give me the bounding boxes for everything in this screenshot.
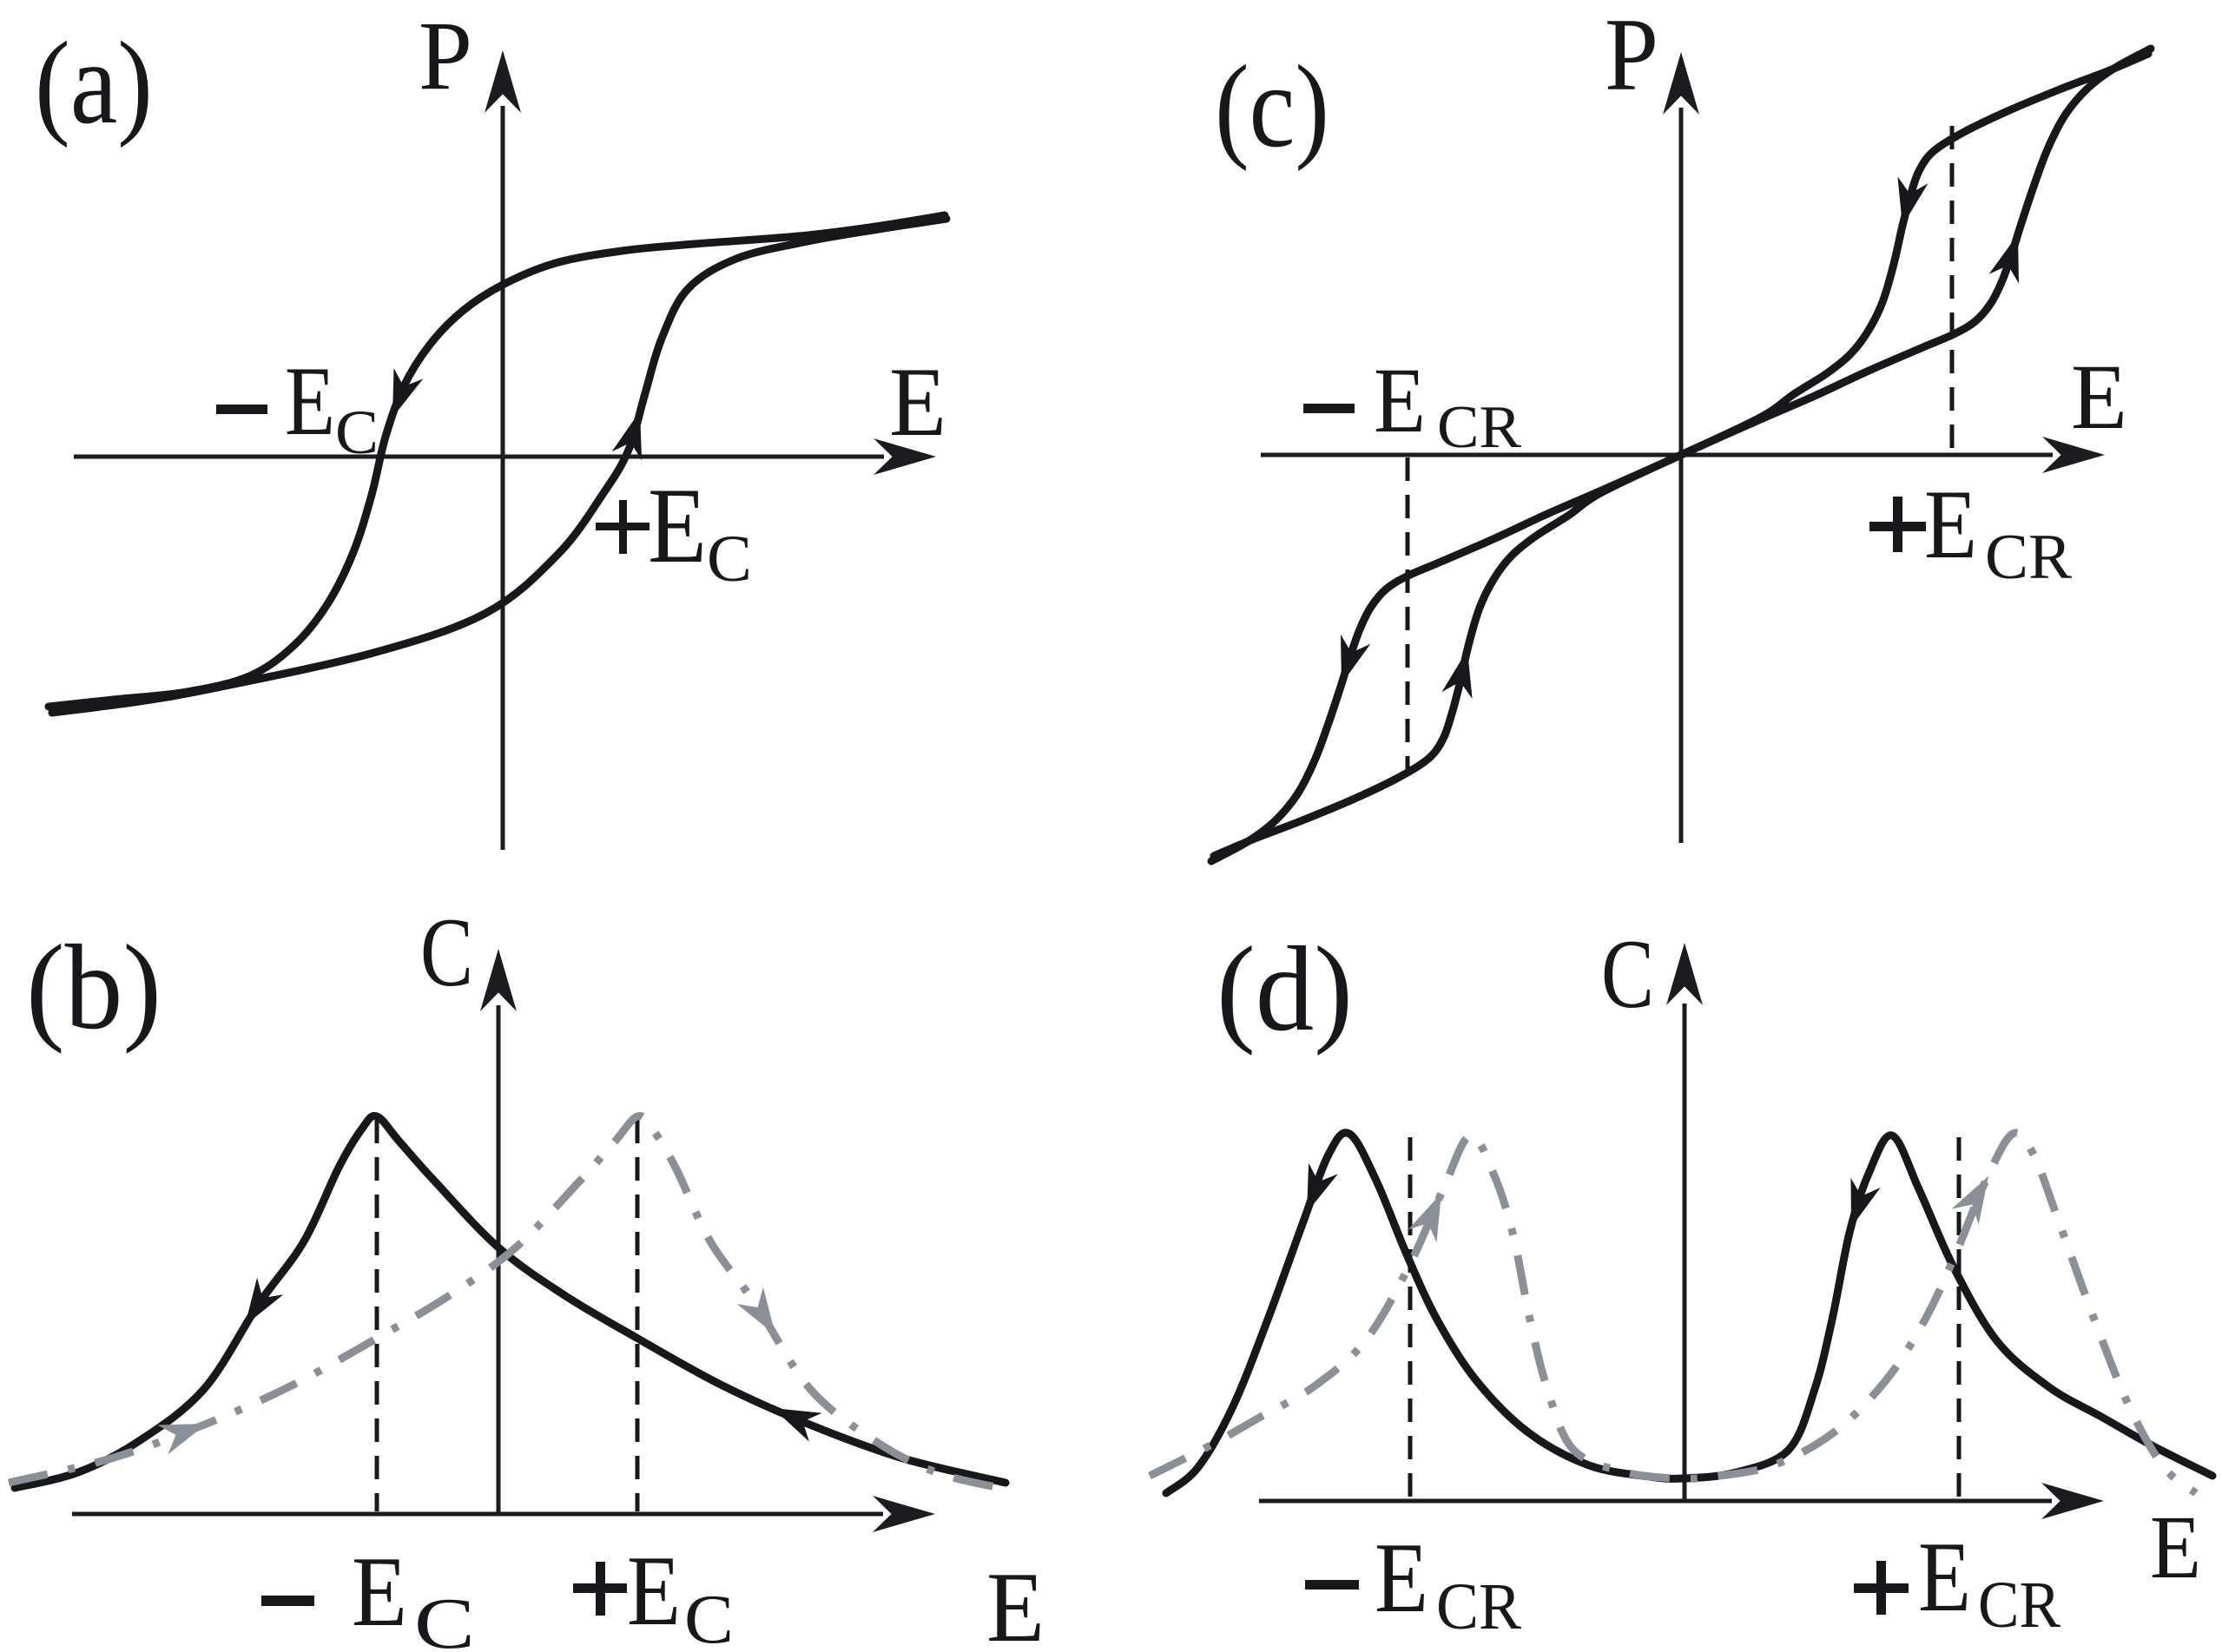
svg-text:E: E [1375,1523,1428,1634]
svg-text:E: E [2150,1497,2201,1597]
svg-text:CR: CR [1437,394,1521,461]
svg-text:E: E [352,1537,407,1648]
svg-text:E: E [986,1552,1045,1652]
svg-text:C: C [335,398,379,467]
svg-text:C: C [420,898,473,1007]
svg-text:E: E [285,347,335,456]
svg-text:CR: CR [1436,1570,1521,1643]
svg-text:E: E [2071,346,2127,449]
svg-text:E: E [1374,350,1426,452]
svg-text:(b): (b) [26,920,162,1055]
svg-text:E: E [889,348,946,457]
svg-text:P: P [1605,0,1658,112]
svg-text:CR: CR [1985,522,2073,593]
svg-text:E: E [648,466,707,585]
svg-text:(d): (d) [1216,922,1353,1056]
svg-text:E: E [627,1536,681,1647]
svg-text:C: C [1601,920,1654,1029]
svg-text:C: C [707,523,752,596]
svg-text:E: E [1918,1522,1971,1633]
svg-text:C: C [414,1583,475,1652]
svg-text:(c): (c) [1215,42,1329,172]
svg-text:P: P [419,2,472,110]
svg-text:C: C [684,1582,734,1652]
svg-text:(a): (a) [35,18,153,148]
svg-text:E: E [1924,471,1977,579]
svg-text:CR: CR [1978,1569,2060,1642]
